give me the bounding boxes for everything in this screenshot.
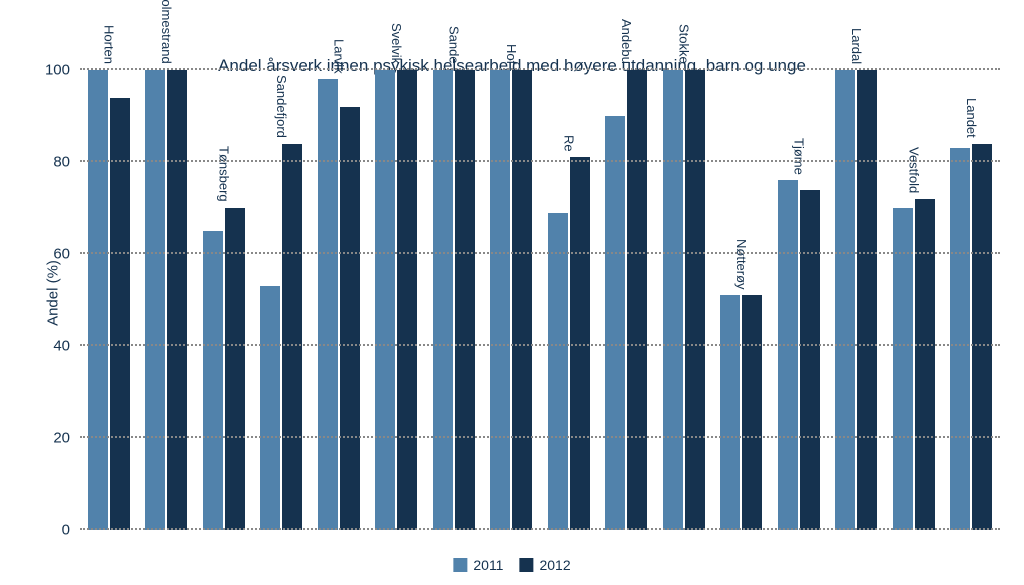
bar-group: Stokke xyxy=(655,70,713,530)
chart-container: Andel årsverk innen psykisk helsearbeid … xyxy=(0,0,1024,585)
bar-group: Hof xyxy=(483,70,541,530)
bar-2011 xyxy=(950,148,970,530)
category-label: Tønsberg xyxy=(216,146,231,202)
bar-2011 xyxy=(203,231,223,530)
legend: 2011 2012 xyxy=(453,557,570,573)
y-axis-title: Andel (%) xyxy=(44,260,61,326)
bar-2012 xyxy=(455,70,475,530)
bar-2012 xyxy=(340,107,360,530)
bar-2011 xyxy=(720,295,740,530)
category-label: Vestfold xyxy=(906,147,921,193)
legend-label-2012: 2012 xyxy=(539,557,570,573)
category-label: Re xyxy=(561,135,576,152)
gridline xyxy=(80,68,1000,70)
bar-group: Re xyxy=(540,70,598,530)
bar-2011 xyxy=(88,70,108,530)
bar-2012 xyxy=(397,70,417,530)
bar-2012 xyxy=(915,199,935,530)
bar-group: Tjøme xyxy=(770,70,828,530)
bar-2011 xyxy=(375,70,395,530)
bar-group: Sandefjord xyxy=(253,70,311,530)
bar-2012 xyxy=(225,208,245,530)
y-tick-label: 60 xyxy=(40,246,80,263)
gridline xyxy=(80,344,1000,346)
bar-group: Lardal xyxy=(828,70,886,530)
legend-item-2012: 2012 xyxy=(519,557,570,573)
legend-swatch-2011 xyxy=(453,558,467,572)
bar-2011 xyxy=(433,70,453,530)
bar-2012 xyxy=(742,295,762,530)
bar-group: Nøtterøy xyxy=(713,70,771,530)
bar-group: Landet xyxy=(943,70,1001,530)
bar-group: Vestfold xyxy=(885,70,943,530)
bar-group: Holmestrand xyxy=(138,70,196,530)
bar-2012 xyxy=(685,70,705,530)
bar-2012 xyxy=(627,70,647,530)
bar-group: Larvik xyxy=(310,70,368,530)
bar-2011 xyxy=(318,79,338,530)
bar-2012 xyxy=(282,144,302,530)
bar-group: Svelvik xyxy=(368,70,426,530)
bars-area: HortenHolmestrand Tønsberg Sandefjord Larvi… xyxy=(80,70,1000,530)
gridline xyxy=(80,252,1000,254)
bar-2011 xyxy=(663,70,683,530)
bar-group: Andebu xyxy=(598,70,656,530)
bar-2012 xyxy=(972,144,992,530)
gridline xyxy=(80,436,1000,438)
bar-2012 xyxy=(167,70,187,530)
category-label: Landet xyxy=(964,98,979,138)
bar-group: Horten xyxy=(80,70,138,530)
bar-2011 xyxy=(835,70,855,530)
y-tick-label: 0 xyxy=(40,522,80,539)
legend-swatch-2012 xyxy=(519,558,533,572)
bar-2011 xyxy=(893,208,913,530)
y-tick-label: 80 xyxy=(40,154,80,171)
legend-item-2011: 2011 xyxy=(453,557,503,573)
bar-2011 xyxy=(605,116,625,530)
plot-area: HortenHolmestrand Tønsberg Sandefjord Larvi… xyxy=(80,70,1000,530)
legend-label-2011: 2011 xyxy=(473,557,503,573)
y-tick-label: 40 xyxy=(40,338,80,355)
bar-2012 xyxy=(110,98,130,530)
bar-2011 xyxy=(778,180,798,530)
bar-2011 xyxy=(548,213,568,530)
category-label: Holmestrand xyxy=(159,0,174,64)
bar-2012 xyxy=(857,70,877,530)
category-label: Sandefjord xyxy=(274,75,289,138)
bar-2011 xyxy=(490,70,510,530)
gridline xyxy=(80,160,1000,162)
y-tick-label: 20 xyxy=(40,430,80,447)
y-tick-label: 100 xyxy=(40,62,80,79)
bar-2012 xyxy=(512,70,532,530)
bar-2011 xyxy=(145,70,165,530)
bar-group: Sande xyxy=(425,70,483,530)
bar-2011 xyxy=(260,286,280,530)
bar-group: Tønsberg xyxy=(195,70,253,530)
gridline xyxy=(80,528,1000,530)
category-label: Tjøme xyxy=(791,138,806,175)
bar-2012 xyxy=(800,190,820,530)
category-label: Nøtterøy xyxy=(734,239,749,290)
